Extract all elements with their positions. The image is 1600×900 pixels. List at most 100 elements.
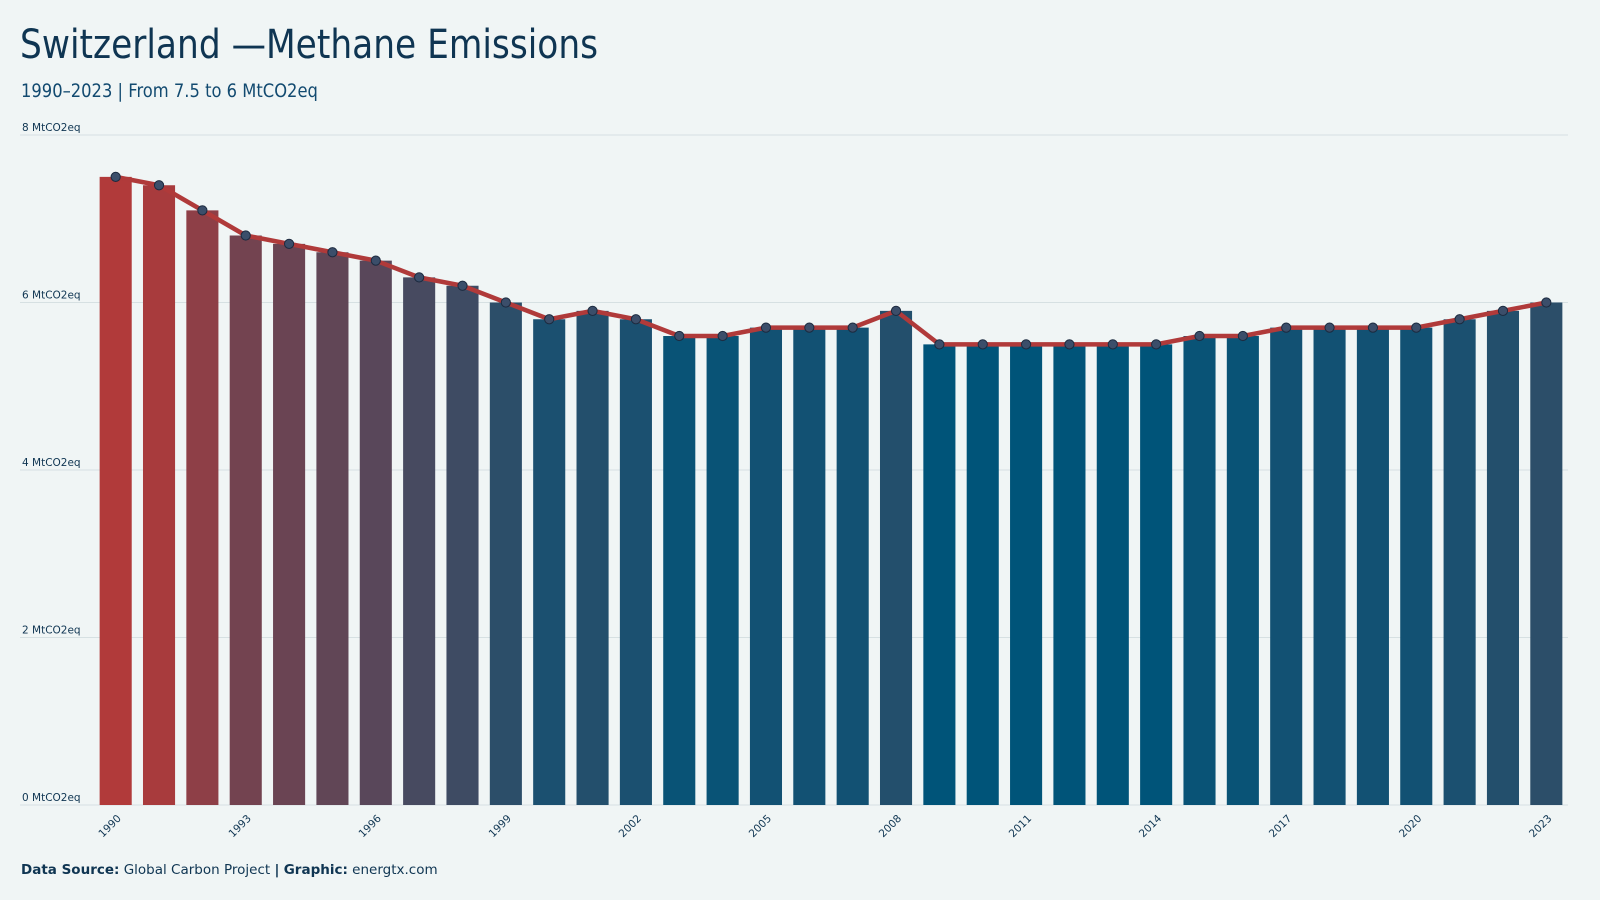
line-layer [115, 174, 1547, 347]
footer-separator: | [274, 862, 280, 878]
point-1996 [370, 255, 381, 266]
bar-1999 [489, 302, 522, 805]
point-1992 [197, 205, 208, 216]
point-2018 [1324, 322, 1335, 333]
point-2003 [674, 330, 685, 342]
bar-1994 [273, 243, 306, 805]
bar-2007 [836, 327, 869, 805]
x-tick-label: 2020 [1397, 813, 1424, 840]
graphic-label: Graphic: [283, 862, 348, 878]
x-tick-label: 1996 [357, 812, 385, 840]
point-1994 [283, 238, 295, 249]
point-layer [110, 171, 1552, 350]
bar-2010 [966, 344, 999, 805]
bar-2003 [663, 336, 696, 805]
bar-2000 [533, 319, 566, 805]
bar-1995 [316, 252, 349, 805]
chart-title: Switzerland —Methane Emissions [20, 22, 599, 68]
y-tick-label: 0 MtCO2eq [22, 792, 81, 804]
point-2016 [1237, 330, 1248, 342]
point-2011 [1020, 339, 1032, 350]
graphic-value: energtx.com [352, 862, 438, 878]
bar-1991 [142, 185, 176, 805]
y-tick-label: 8 MtCO2eq [22, 122, 81, 134]
point-1997 [414, 272, 425, 283]
bar-2013 [1096, 344, 1129, 805]
point-2000 [544, 314, 555, 325]
x-tick-label: 2023 [1527, 813, 1554, 840]
bar-2022 [1486, 310, 1520, 805]
point-1990 [110, 171, 121, 182]
point-2010 [977, 339, 988, 350]
bar-2018 [1313, 327, 1346, 805]
point-2017 [1281, 322, 1292, 333]
x-tick-label: 2011 [1007, 813, 1034, 840]
point-2019 [1367, 322, 1379, 333]
bar-2019 [1356, 327, 1389, 805]
x-tick-label: 2002 [617, 813, 644, 840]
point-1995 [327, 247, 338, 258]
bar-1993 [229, 235, 262, 805]
x-tick-label: 2008 [877, 813, 904, 840]
bar-2009 [923, 344, 956, 805]
point-2022 [1497, 305, 1509, 316]
point-2013 [1107, 339, 1118, 350]
y-axis-ticks: 0 MtCO2eq 2 MtCO2eq 4 MtCO2eq 6 MtCO2eq 8 Mt… [22, 122, 81, 804]
bar-2017 [1270, 327, 1303, 805]
source-value: Global Carbon Project [123, 862, 271, 878]
point-2021 [1454, 314, 1465, 325]
bar-2004 [706, 336, 739, 805]
x-tick-label: 1999 [487, 813, 514, 840]
trend-line [115, 174, 1547, 347]
x-tick-label: 2017 [1267, 813, 1294, 840]
bar-layer [99, 176, 1563, 805]
point-1998 [457, 280, 468, 291]
bar-1992 [186, 210, 219, 805]
point-2005 [760, 322, 772, 333]
bar-2008 [879, 310, 913, 805]
point-2023 [1541, 297, 1552, 308]
chart-subtitle: 1990–2023 | From 7.5 to 6 MtCO2eq [21, 80, 318, 102]
bar-2016 [1226, 336, 1259, 805]
y-tick-label: 2 MtCO2eq [22, 625, 81, 637]
bar-2012 [1053, 344, 1086, 805]
bar-1998 [446, 285, 479, 805]
x-tick-label: 1993 [226, 813, 253, 840]
point-2015 [1194, 330, 1205, 342]
bar-2011 [1010, 344, 1043, 805]
x-tick-label: 2014 [1137, 812, 1165, 840]
point-1999 [500, 297, 511, 308]
point-1991 [153, 180, 165, 191]
bar-2015 [1183, 336, 1216, 805]
y-tick-label: 4 MtCO2eq [22, 457, 81, 469]
x-tick-label: 1990 [96, 813, 123, 840]
bar-2021 [1443, 319, 1476, 805]
y-tick-label: 6 MtCO2eq [22, 290, 81, 302]
x-axis-ticks: 1990 1993 1996 1999 2002 2005 2008 2011 2014 2017… [96, 812, 1554, 840]
bar-2006 [793, 327, 826, 805]
point-2001 [587, 305, 598, 316]
point-2006 [804, 322, 815, 333]
point-2012 [1064, 339, 1075, 350]
bar-1997 [403, 277, 436, 805]
x-tick-label: 2005 [747, 813, 774, 840]
bar-2001 [576, 310, 609, 805]
bar-2020 [1400, 327, 1433, 805]
point-2020 [1411, 322, 1422, 333]
point-2002 [630, 314, 642, 325]
bar-2005 [749, 327, 783, 805]
bar-1990 [99, 176, 132, 805]
bar-2023 [1530, 302, 1563, 805]
footer-credits: Data Source: Global Carbon Project | Gra… [21, 862, 438, 878]
point-2007 [847, 322, 858, 333]
point-2004 [717, 330, 728, 342]
point-1993 [240, 230, 251, 241]
source-label: Data Source: [21, 862, 120, 878]
point-2014 [1151, 339, 1162, 350]
point-2008 [890, 305, 902, 316]
bar-1996 [359, 260, 392, 805]
point-2009 [934, 339, 945, 350]
bar-2002 [619, 319, 652, 805]
bar-2014 [1140, 344, 1173, 805]
